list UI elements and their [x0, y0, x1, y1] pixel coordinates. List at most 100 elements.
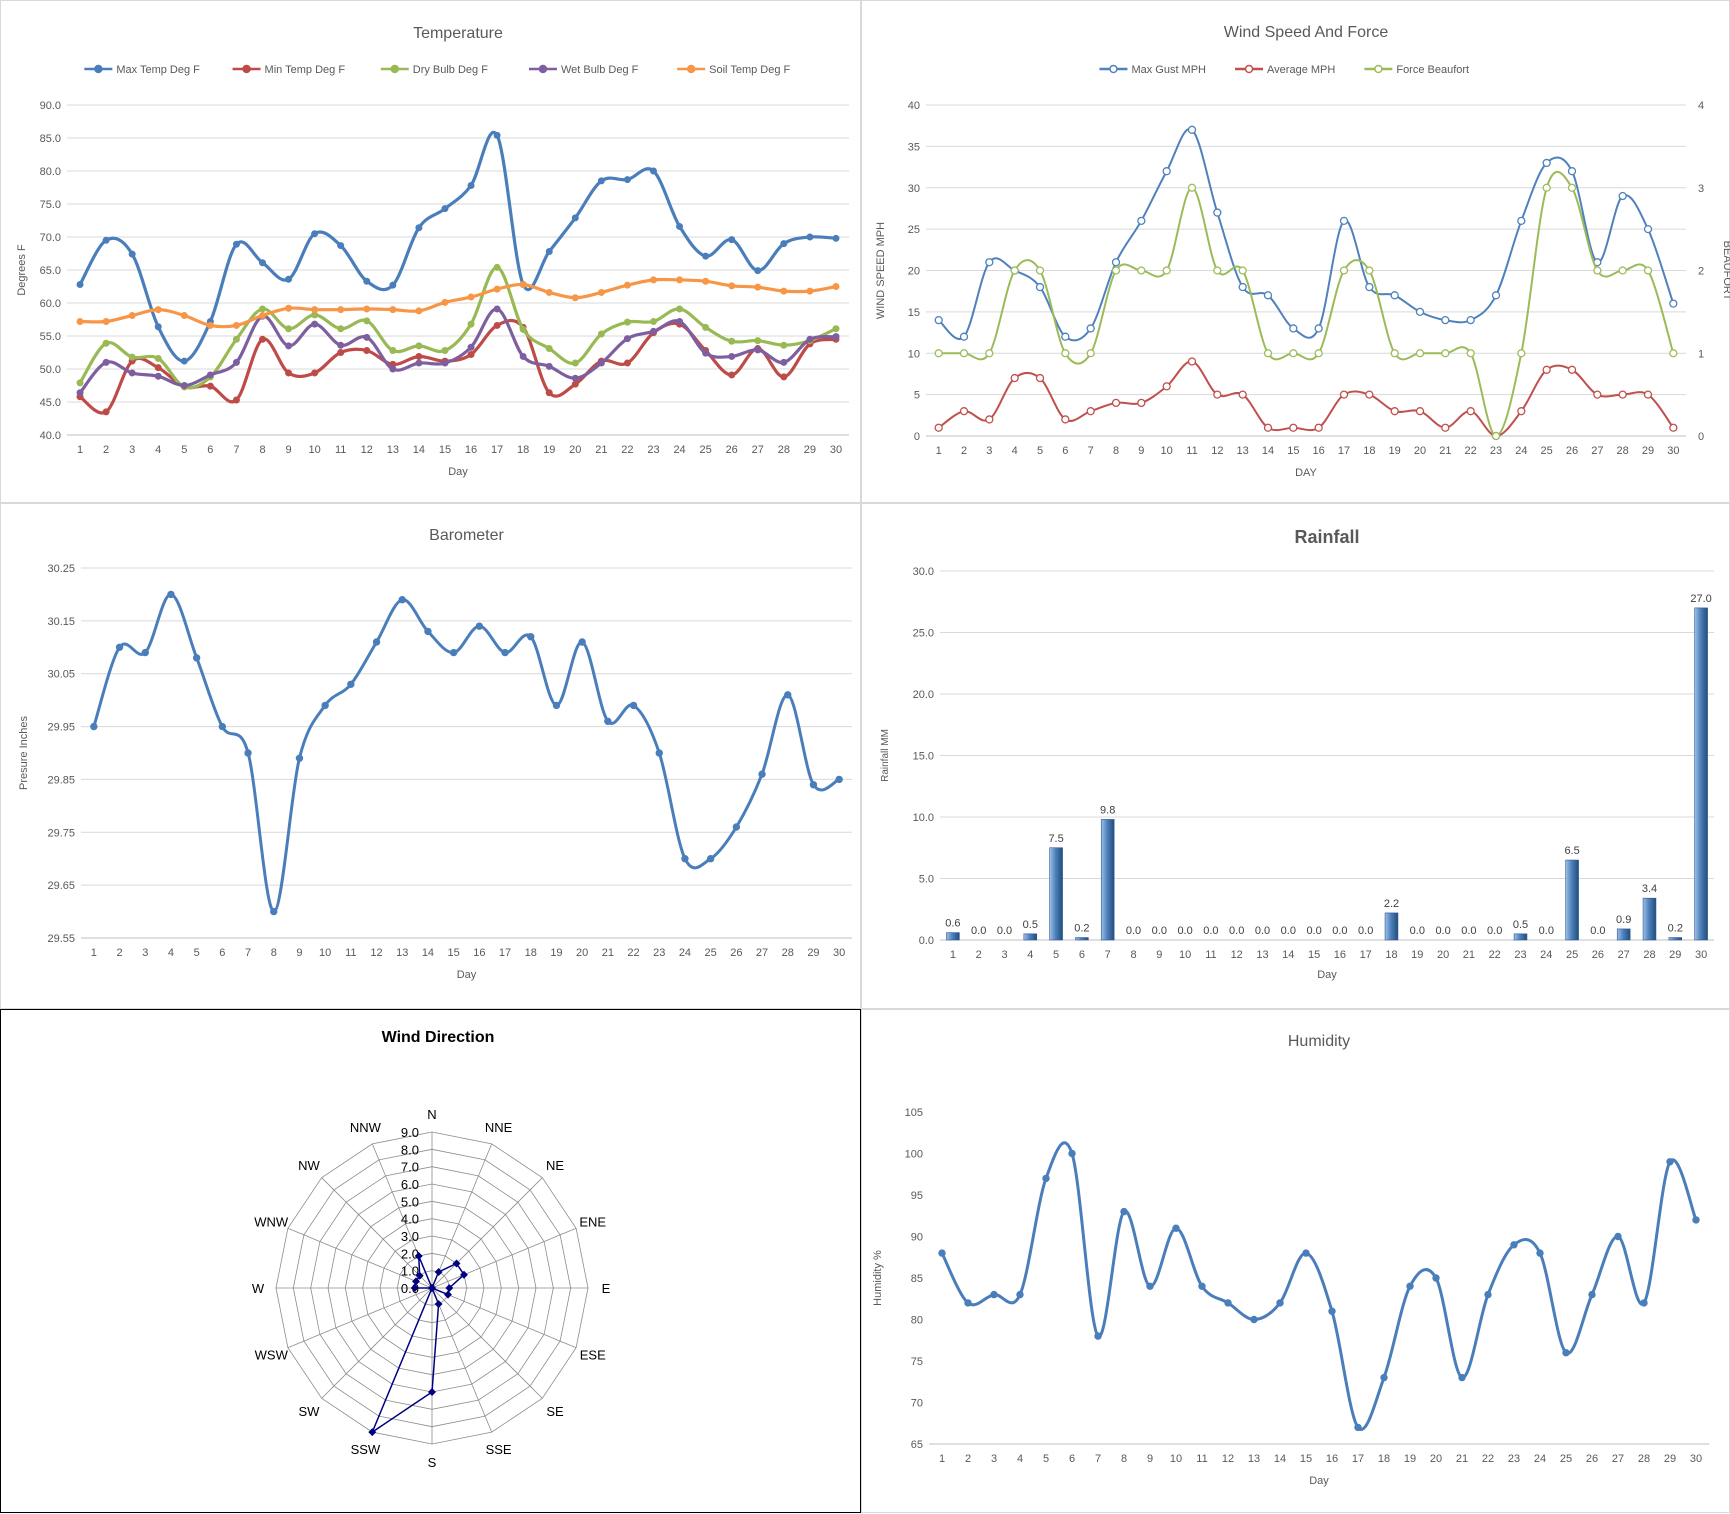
- barometer-x-tick-label: 17: [499, 947, 511, 959]
- humidity-data-point: [1614, 1232, 1622, 1241]
- wind-speed-y-tick-label: 10: [908, 348, 920, 360]
- wind-direction-title: Wind Direction: [382, 1029, 495, 1046]
- temperature-data-point: [493, 285, 501, 293]
- rainfall-x-tick-label: 16: [1334, 949, 1346, 961]
- humidity-x-axis-label: Day: [1309, 1475, 1329, 1487]
- temperature-data-point: [128, 312, 136, 320]
- wind-speed-data-point: [1466, 349, 1475, 358]
- wind-speed-data-point: [1137, 266, 1146, 275]
- temperature-series-line: [78, 307, 837, 394]
- temperature-legend-entry: Wet Bulb Deg F: [561, 64, 639, 76]
- rainfall-data-label: 0.0: [1590, 925, 1605, 937]
- wind-speed-y2-tick-label: 1: [1698, 348, 1704, 360]
- temperature-data-point: [702, 277, 710, 285]
- temperature-legend-marker: [242, 64, 251, 74]
- barometer-data-point: [784, 691, 792, 699]
- wind-speed-data-point: [1263, 423, 1273, 432]
- wind-speed-data-point: [1593, 390, 1602, 399]
- temperature-y-tick-label: 60.0: [40, 298, 61, 310]
- temperature-data-point: [232, 358, 240, 366]
- wind-direction-chart-panel: Wind Direction N NNE NE ENE E ESE SE SSE S SSW SW WS…: [0, 1009, 861, 1513]
- temperature-x-tick-label: 10: [309, 444, 321, 456]
- temperature-data-point: [728, 236, 736, 244]
- rainfall-y-tick-label: 10.0: [913, 812, 934, 824]
- rainfall-bar: [1049, 847, 1063, 941]
- temperature-data-point: [650, 327, 657, 335]
- barometer-data-point: [527, 633, 535, 641]
- wind-speed-data-point: [985, 415, 994, 424]
- rainfall-x-tick-label: 14: [1282, 949, 1294, 961]
- wind-speed-x-tick-label: 23: [1490, 445, 1502, 457]
- wind-direction-direction-label: ESE: [580, 1348, 606, 1363]
- rainfall-bar: [1513, 933, 1528, 941]
- barometer-series-line: [92, 592, 840, 914]
- wind-direction-r-tick-label: 9.0: [401, 1125, 419, 1140]
- wind-speed-data-point: [1517, 407, 1526, 416]
- wind-direction-direction-label: S: [428, 1455, 437, 1470]
- barometer-data-point: [706, 855, 715, 863]
- temperature-data-point: [259, 312, 266, 320]
- wind-speed-legend-marker: [1109, 64, 1118, 74]
- wind-speed-x-tick-label: 5: [1037, 445, 1043, 457]
- wind-speed-data-point: [1466, 407, 1475, 416]
- humidity-x-tick-label: 21: [1456, 1453, 1468, 1465]
- temperature-data-point: [806, 233, 814, 241]
- wind-speed-data-point: [1187, 357, 1197, 366]
- wind-speed-y-tick-label: 40: [908, 100, 920, 112]
- temperature-data-point: [363, 317, 371, 325]
- rainfall-x-tick-label: 6: [1079, 949, 1085, 961]
- wind-speed-x-tick-label: 10: [1161, 445, 1173, 457]
- temperature-x-tick-label: 30: [830, 444, 842, 456]
- wind-speed-data-point: [1390, 291, 1399, 300]
- temperature-data-point: [832, 325, 840, 333]
- temperature-series-line: [78, 130, 837, 363]
- barometer-data-point: [270, 907, 278, 916]
- wind-direction-direction-label: NE: [546, 1158, 564, 1173]
- barometer-title: Barometer: [429, 527, 504, 544]
- humidity-x-tick-label: 22: [1482, 1453, 1494, 1465]
- wind-speed-data-point: [1441, 349, 1450, 358]
- wind-speed-x-tick-label: 21: [1439, 445, 1451, 457]
- wind-direction-spoke: [431, 1287, 577, 1349]
- temperature-data-point: [102, 358, 110, 366]
- wind-speed-title: Wind Speed And Force: [1224, 24, 1389, 41]
- temperature-data-point: [363, 277, 371, 285]
- rainfall-title: Rainfall: [1294, 527, 1359, 547]
- barometer-x-tick-label: 9: [296, 947, 302, 959]
- temperature-data-point: [597, 359, 605, 367]
- wind-direction-spoke: [321, 1287, 433, 1399]
- humidity-x-tick-label: 17: [1352, 1453, 1364, 1465]
- wind-speed-data-point: [1137, 216, 1146, 226]
- rainfall-bar: [1642, 897, 1657, 941]
- temperature-title: Temperature: [413, 25, 503, 42]
- temperature-data-point: [441, 298, 449, 306]
- rainfall-y-tick-label: 5.0: [919, 874, 934, 886]
- humidity-x-tick-label: 10: [1170, 1453, 1182, 1465]
- temperature-data-point: [232, 396, 240, 404]
- wind-speed-data-point: [1567, 183, 1577, 192]
- temperature-data-point: [206, 371, 214, 379]
- temperature-legend-entry: Min Temp Deg F: [265, 64, 346, 76]
- temperature-data-point: [102, 339, 110, 347]
- temperature-data-point: [337, 341, 345, 349]
- humidity-x-tick-label: 11: [1196, 1453, 1207, 1465]
- temperature-x-tick-label: 23: [647, 444, 659, 456]
- wind-direction-direction-label: NNE: [485, 1120, 513, 1135]
- temperature-data-point: [702, 252, 710, 260]
- wind-speed-data-point: [959, 349, 969, 358]
- rainfall-x-tick-label: 7: [1105, 949, 1111, 961]
- temperature-data-point: [128, 250, 136, 258]
- wind-speed-data-point: [1187, 183, 1197, 192]
- humidity-data-point: [1016, 1290, 1024, 1299]
- barometer-x-tick-label: 18: [525, 947, 537, 959]
- wind-direction-direction-label: ENE: [579, 1214, 606, 1229]
- temperature-data-point: [206, 382, 214, 390]
- barometer-x-tick-label: 5: [194, 947, 200, 959]
- wind-direction-spoke: [321, 1177, 433, 1289]
- wind-speed-legend-entry: Force Beaufort: [1396, 64, 1469, 76]
- temperature-x-tick-label: 8: [259, 444, 265, 456]
- temperature-data-point: [754, 346, 762, 354]
- temperature-data-point: [337, 306, 345, 314]
- temperature-x-tick-label: 26: [726, 444, 738, 456]
- temperature-data-point: [676, 305, 684, 313]
